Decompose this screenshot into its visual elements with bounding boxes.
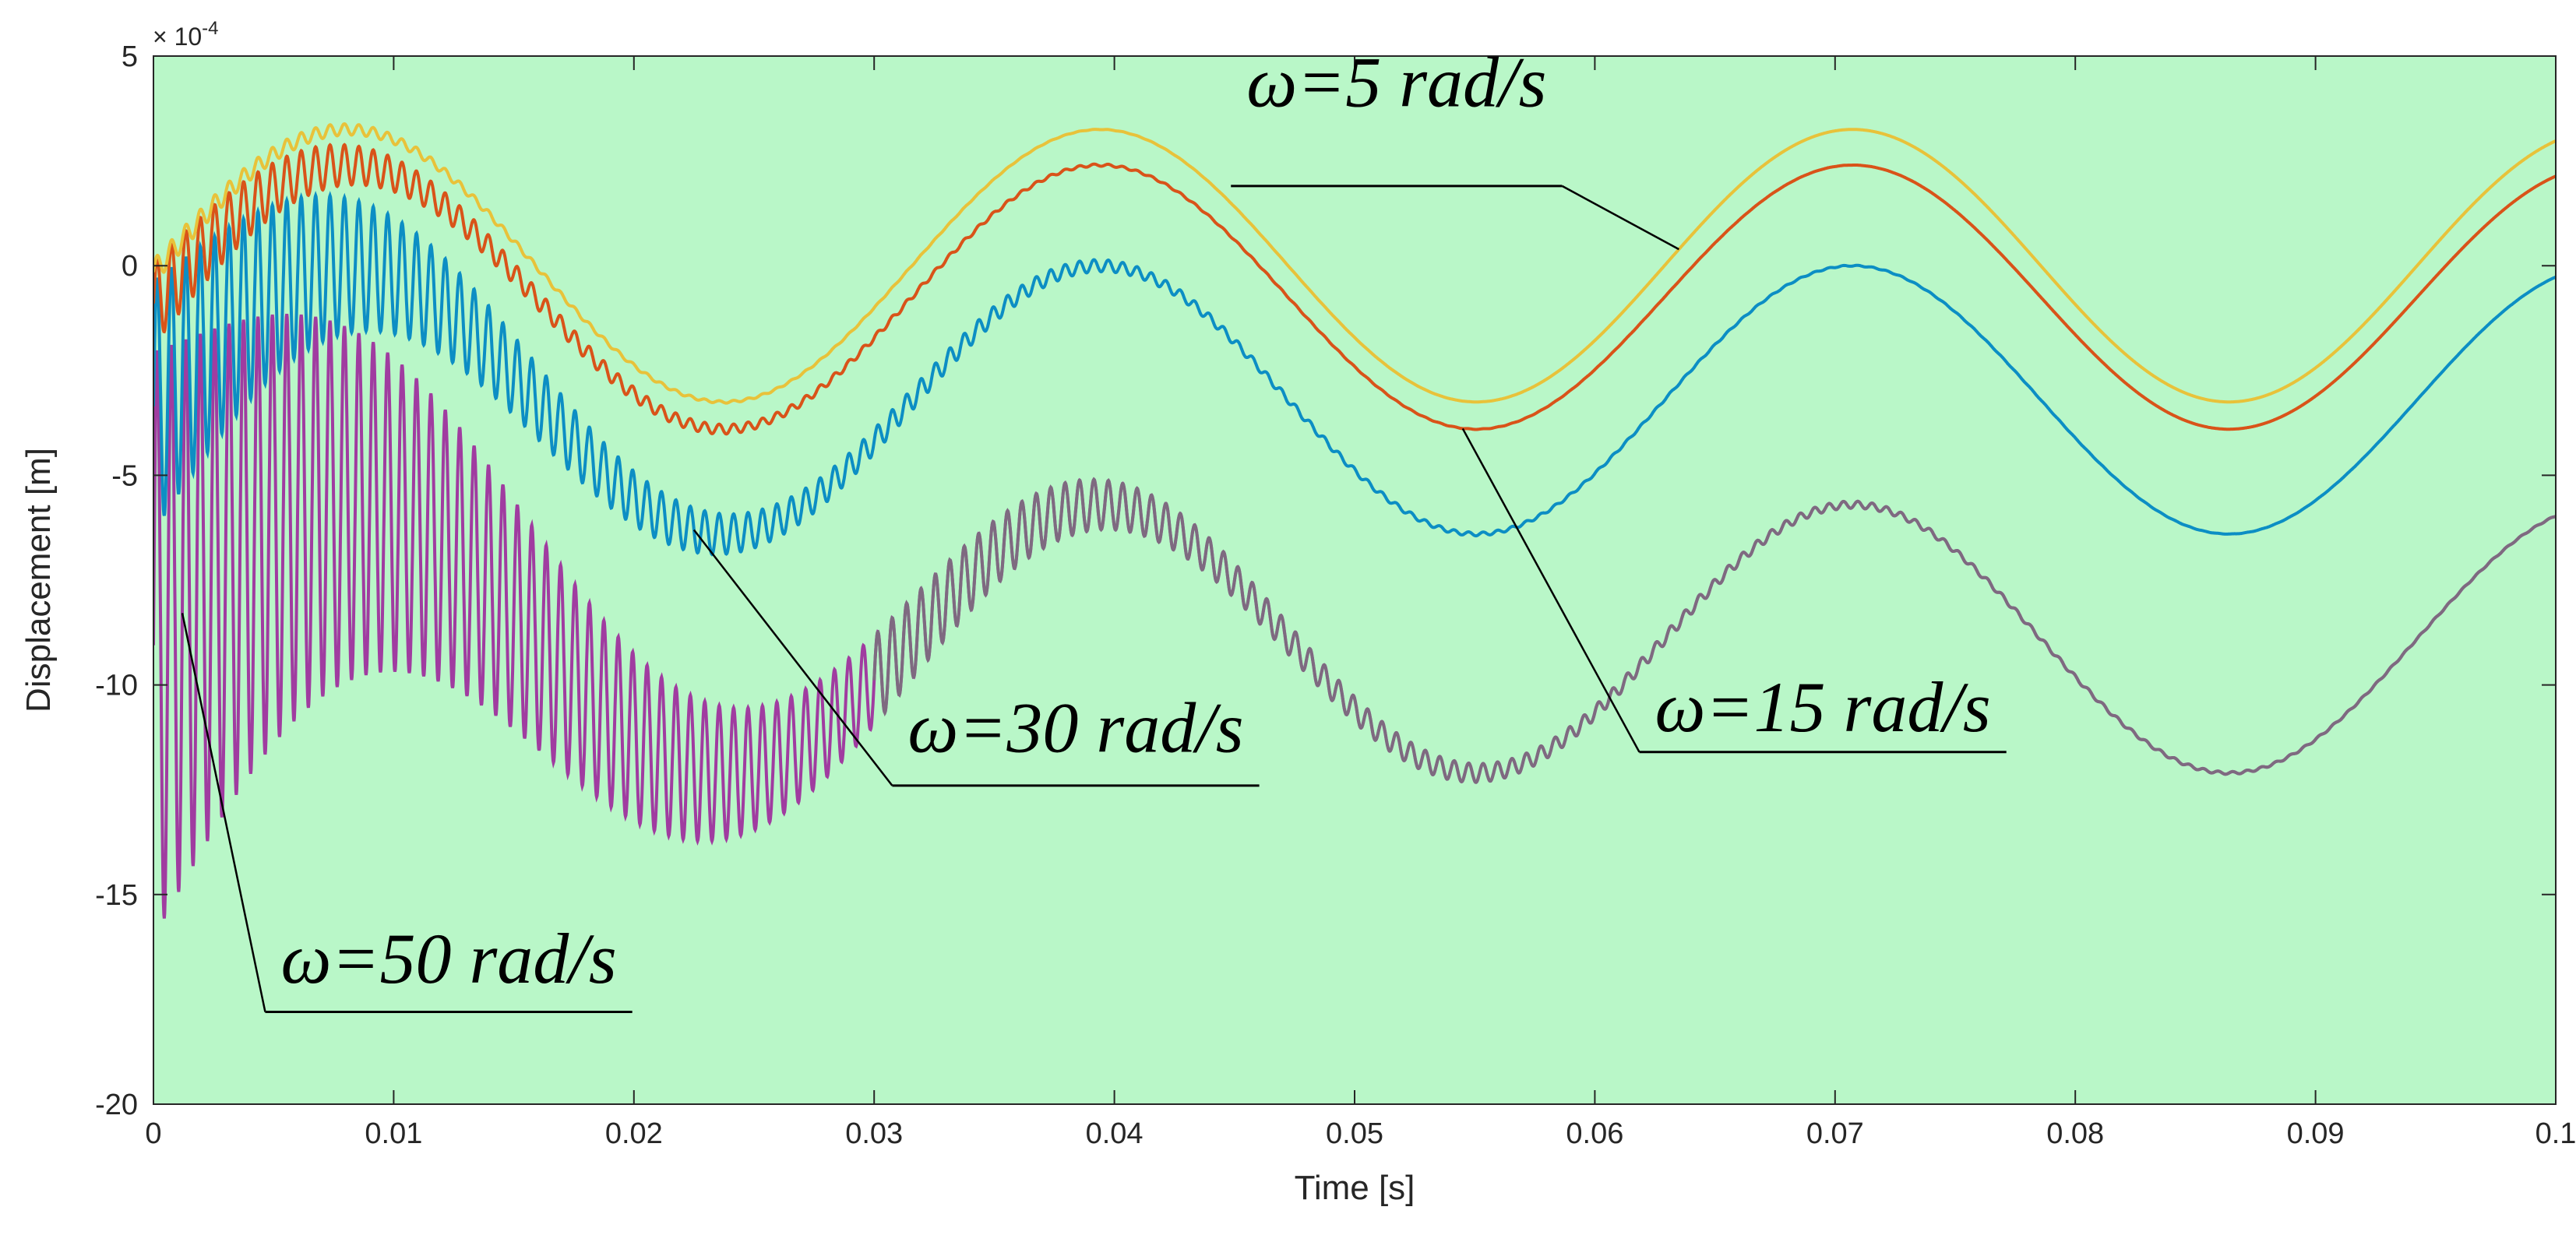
x-tick-label: 0.05 [1326, 1117, 1383, 1150]
annotation-leader-3 [692, 529, 893, 786]
series-line-2 [153, 142, 2556, 436]
tick-layer: 0 0.01 0.02 0.03 0.04 0.05 0.06 0.07 0.08 0.09 0.1… [95, 40, 2576, 1150]
annotation-label-2: ω=15 rad/s [1655, 667, 1991, 747]
annotation-layer: ω=5 rad/s ω=15 rad/s ω=30 rad/s ω=50 rad/s [181, 43, 2007, 1014]
annotation-label-3: ω=30 rad/s [907, 688, 1243, 768]
series-layer [153, 121, 2556, 919]
y-axis-title: Displacement [m] [19, 448, 58, 712]
y-multiplier-label: × 10-4 [153, 18, 219, 51]
y-multiplier-exponent: -4 [202, 18, 218, 39]
x-tick-label: 0 [145, 1117, 161, 1150]
series-line-4-tail [872, 477, 2556, 784]
x-tick-label: 0.06 [1566, 1117, 1623, 1150]
x-tick-label: 0.08 [2046, 1117, 2104, 1150]
y-tick-label: 0 [122, 250, 138, 283]
y-tick-label: -15 [95, 879, 138, 912]
annotation-leader-1 [1561, 185, 1679, 251]
x-tick-label: 0.1 [2535, 1117, 2576, 1150]
annotation-label-4: ω=50 rad/s [280, 919, 616, 998]
plot-area [153, 56, 2556, 1104]
x-axis-title: Time [s] [1295, 1169, 1415, 1207]
annotation-leader-2 [1461, 427, 1640, 753]
x-tick-label: 0.02 [605, 1117, 663, 1150]
x-tick-label: 0.03 [845, 1117, 903, 1150]
plot-background [153, 56, 2556, 1104]
y-tick-label: -20 [95, 1089, 138, 1121]
x-tick-label: 0.09 [2287, 1117, 2345, 1150]
y-tick-label: -10 [95, 670, 138, 702]
x-tick-label: 0.04 [1086, 1117, 1144, 1150]
annotation-leader-4 [181, 613, 266, 1012]
series-line-1 [153, 121, 2556, 405]
annotation-label-1: ω=5 rad/s [1246, 43, 1546, 122]
series-line-3 [153, 190, 2556, 557]
x-tick-label: 0.01 [365, 1117, 422, 1150]
y-tick-label: -5 [111, 459, 138, 492]
y-tick-label: 5 [122, 40, 138, 73]
x-tick-label: 0.07 [1806, 1117, 1864, 1150]
y-multiplier-base: × 10 [153, 23, 202, 51]
